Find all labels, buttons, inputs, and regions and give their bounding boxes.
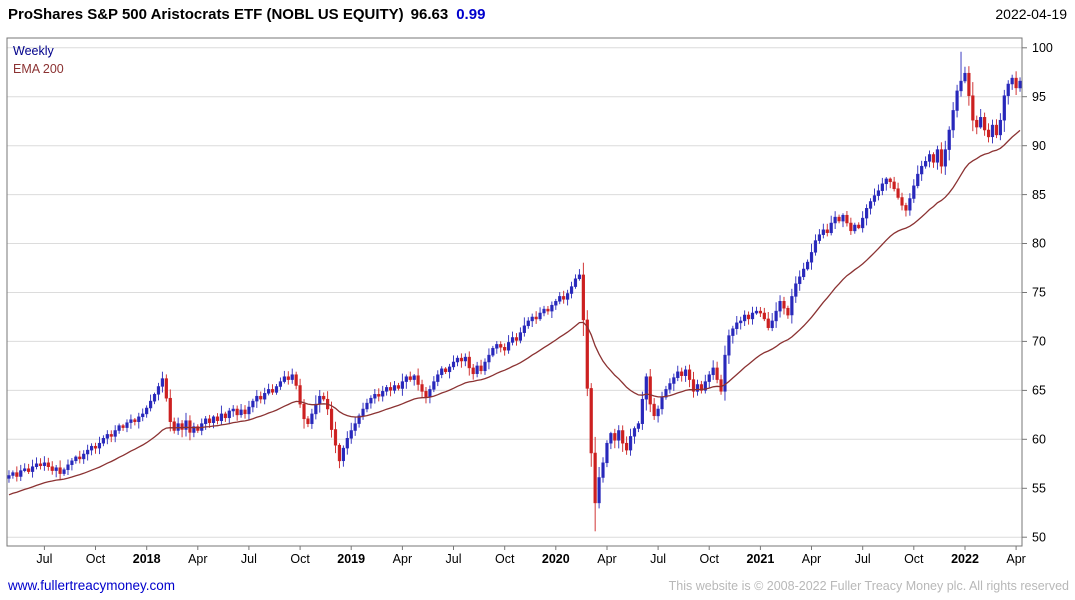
- plot-border: [6, 37, 1023, 547]
- svg-text:Apr: Apr: [1006, 552, 1025, 566]
- svg-text:60: 60: [1032, 433, 1046, 447]
- chart-header: ProShares S&P 500 Aristocrats ETF (NOBL …: [8, 6, 1067, 23]
- page-footer: www.fullertreacymoney.com This website i…: [8, 578, 1069, 593]
- svg-text:2022: 2022: [951, 552, 979, 566]
- svg-text:Apr: Apr: [393, 552, 412, 566]
- svg-text:50: 50: [1032, 530, 1046, 544]
- chart-title: ProShares S&P 500 Aristocrats ETF (NOBL …: [8, 6, 404, 23]
- svg-text:2021: 2021: [746, 552, 774, 566]
- y-axis-labels: 50 55 60 65 70 75 80 85 90 95 100: [1032, 41, 1053, 544]
- svg-text:65: 65: [1032, 384, 1046, 398]
- svg-text:2020: 2020: [542, 552, 570, 566]
- svg-text:Jul: Jul: [855, 552, 871, 566]
- svg-text:2019: 2019: [337, 552, 365, 566]
- legend-ema-label: EMA 200: [13, 62, 64, 77]
- svg-text:Oct: Oct: [699, 552, 719, 566]
- x-axis-labels: Jul Oct 2018 Apr Jul Oct 2019 Apr Jul Oct 2020 Apr J…: [36, 552, 1025, 566]
- svg-text:Oct: Oct: [290, 552, 310, 566]
- svg-text:55: 55: [1032, 481, 1046, 495]
- svg-text:Apr: Apr: [188, 552, 207, 566]
- svg-text:95: 95: [1032, 90, 1046, 104]
- svg-text:Apr: Apr: [597, 552, 616, 566]
- copyright-text: This website is © 2008-2022 Fuller Treac…: [668, 579, 1069, 593]
- svg-text:80: 80: [1032, 237, 1046, 251]
- chart-date: 2022-04-19: [995, 6, 1067, 22]
- ema-line: [8, 129, 1021, 496]
- svg-text:Jul: Jul: [36, 552, 52, 566]
- svg-text:75: 75: [1032, 286, 1046, 300]
- svg-text:Apr: Apr: [802, 552, 821, 566]
- svg-text:Oct: Oct: [495, 552, 515, 566]
- svg-text:100: 100: [1032, 41, 1053, 55]
- svg-text:Jul: Jul: [241, 552, 257, 566]
- svg-text:2018: 2018: [133, 552, 161, 566]
- chart-legend: Weekly EMA 200: [13, 42, 64, 78]
- svg-text:70: 70: [1032, 335, 1046, 349]
- svg-text:Oct: Oct: [86, 552, 106, 566]
- gridlines: [7, 47, 1022, 538]
- site-link[interactable]: www.fullertreacymoney.com: [8, 578, 176, 593]
- svg-text:Jul: Jul: [650, 552, 666, 566]
- svg-text:90: 90: [1032, 139, 1046, 153]
- legend-weekly-label: Weekly: [13, 44, 54, 58]
- svg-text:85: 85: [1032, 188, 1046, 202]
- candles: [7, 51, 1022, 532]
- svg-text:Jul: Jul: [446, 552, 462, 566]
- svg-text:Oct: Oct: [904, 552, 924, 566]
- price-change: 0.99: [456, 6, 486, 23]
- last-price: 96.63: [410, 6, 449, 23]
- title-block: ProShares S&P 500 Aristocrats ETF (NOBL …: [8, 6, 485, 23]
